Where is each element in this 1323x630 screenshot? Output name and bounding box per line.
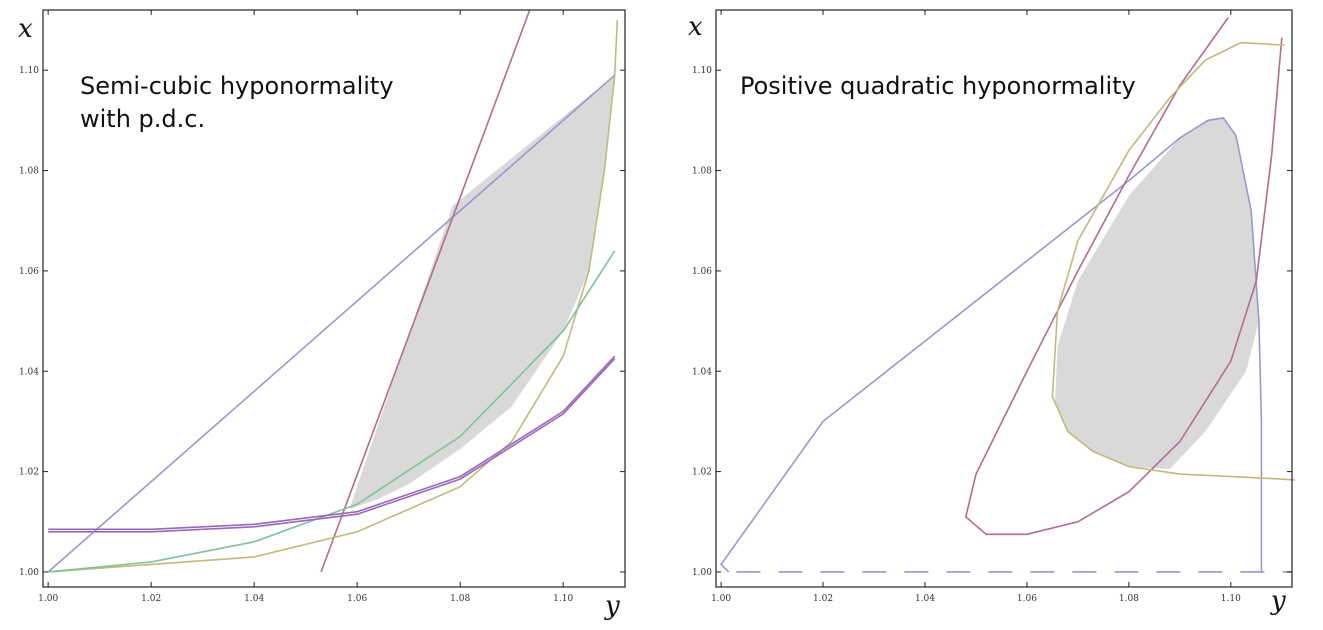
series-line-purple-5 — [48, 358, 616, 533]
series-line-olive-2 — [48, 19, 619, 573]
x-tick-label: 1.10 — [553, 594, 573, 604]
y-tick-label: 1.02 — [692, 468, 712, 478]
annotation-line-2: with p.d.c. — [80, 105, 205, 133]
x-tick-label: 1.06 — [347, 594, 367, 604]
y-tick-label: 1.04 — [692, 367, 712, 377]
series-line-green-3 — [48, 250, 616, 573]
y-tick-label: 1.06 — [19, 267, 39, 277]
x-axis-letter: y — [1270, 586, 1286, 616]
x-tick-label: 1.08 — [1119, 594, 1139, 604]
y-tick-label: 1.02 — [19, 468, 39, 478]
annotation-line-1: Semi-cubic hyponormality — [80, 72, 394, 100]
shaded-region — [1055, 117, 1259, 470]
plot-frame — [715, 9, 1293, 588]
x-tick-label: 1.08 — [450, 594, 470, 604]
y-tick-label: 1.00 — [692, 568, 712, 578]
series-line-purple-4 — [48, 355, 616, 531]
y-tick-label: 1.08 — [19, 167, 39, 177]
x-axis-letter: y — [604, 591, 620, 621]
y-axis-letter: x — [688, 12, 703, 42]
y-tick-label: 1.04 — [19, 367, 39, 377]
x-tick-label: 1.00 — [711, 594, 731, 604]
plot-frame — [42, 9, 626, 588]
chart-panel-right: x y Positive quadratic hyponormality 1.0… — [688, 9, 1295, 616]
x-tick-label: 1.10 — [1221, 594, 1241, 604]
series-line-magenta-1 — [320, 9, 531, 573]
y-tick-label: 1.10 — [692, 66, 712, 76]
y-tick-label: 1.00 — [19, 568, 39, 578]
series-line-blue-0 — [720, 117, 1263, 573]
series-line-olive-2 — [1051, 41, 1295, 481]
y-tick-label: 1.10 — [19, 66, 39, 76]
annotation-line-1: Positive quadratic hyponormality — [740, 72, 1136, 100]
series-line-blue-0 — [47, 74, 616, 573]
y-tick-label: 1.06 — [692, 267, 712, 277]
chart-panel-left: x y Semi-cubic hyponormality with p.d.c.… — [18, 9, 626, 621]
y-tick-label: 1.08 — [692, 167, 712, 177]
x-tick-label: 1.00 — [38, 594, 58, 604]
series-line-magenta-1 — [964, 17, 1283, 536]
shaded-region — [349, 75, 615, 510]
y-axis-letter: x — [18, 14, 33, 44]
x-tick-label: 1.04 — [915, 594, 935, 604]
x-tick-label: 1.06 — [1017, 594, 1037, 604]
x-tick-label: 1.02 — [141, 594, 161, 604]
x-tick-label: 1.02 — [813, 594, 833, 604]
x-tick-label: 1.04 — [244, 594, 264, 604]
